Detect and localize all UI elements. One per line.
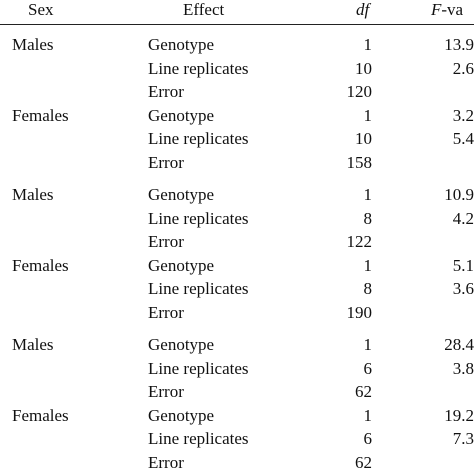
df-cell: 6 — [363, 429, 373, 449]
df-cell: 1 — [363, 405, 373, 425]
df-cell: 1 — [363, 105, 373, 125]
f-cell: 19.2 — [444, 405, 474, 425]
header-sex: Sex — [28, 0, 54, 19]
df-cell: 8 — [363, 208, 373, 228]
effect-cell: Line replicates — [148, 129, 249, 149]
sex-cell: Males — [12, 185, 54, 204]
header-df: df — [356, 0, 370, 19]
f-cell: 10.9 — [444, 185, 474, 204]
effect-cell: Line replicates — [148, 208, 249, 228]
df-cell: 10 — [355, 58, 372, 78]
f-cell: 3.2 — [452, 105, 474, 125]
sex-cell: Males — [12, 335, 54, 354]
effect-cell: Error — [148, 453, 184, 472]
df-cell: 1 — [363, 255, 373, 275]
effect-cell: Genotype — [148, 405, 215, 425]
effect-cell: Line replicates — [148, 429, 249, 449]
sex-cell: Females — [12, 405, 69, 425]
sex-cell: Females — [12, 255, 69, 275]
effect-cell: Genotype — [148, 335, 215, 354]
df-cell: 62 — [355, 453, 372, 472]
df-cell: 8 — [363, 279, 373, 299]
f-cell: 5.4 — [452, 129, 474, 149]
f-cell: 28.4 — [444, 335, 474, 354]
header-effect: Effect — [183, 0, 225, 19]
f-cell: 3.6 — [452, 279, 474, 299]
effect-cell: Genotype — [148, 105, 215, 125]
df-cell: 6 — [363, 358, 373, 378]
effect-cell: Error — [148, 82, 184, 102]
sex-cell: Males — [12, 35, 54, 54]
effect-cell: Genotype — [148, 255, 215, 275]
df-cell: 10 — [355, 129, 372, 149]
effect-cell: Genotype — [148, 35, 215, 54]
f-cell: 5.1 — [452, 255, 474, 275]
effect-cell: Line replicates — [148, 358, 249, 378]
f-cell: 2.6 — [452, 58, 474, 78]
header-f: F-va — [431, 0, 464, 19]
df-cell: 158 — [346, 153, 373, 172]
f-cell: 7.3 — [452, 429, 474, 449]
effect-cell: Line replicates — [148, 58, 249, 78]
effect-cell: Error — [148, 153, 184, 172]
effect-cell: Genotype — [148, 185, 215, 204]
df-cell: 1 — [363, 35, 373, 54]
df-cell: 1 — [363, 185, 373, 204]
f-cell: 13.9 — [444, 35, 474, 54]
effect-cell: Error — [148, 232, 184, 252]
effect-cell: Error — [148, 303, 184, 322]
f-cell: 4.2 — [452, 208, 474, 228]
df-cell: 190 — [346, 303, 373, 322]
sex-cell: Females — [12, 105, 69, 125]
df-cell: 62 — [355, 382, 372, 402]
header-rule — [0, 24, 474, 25]
effect-cell: Line replicates — [148, 279, 249, 299]
df-cell: 122 — [346, 232, 373, 252]
df-cell: 120 — [346, 82, 373, 102]
effect-cell: Error — [148, 382, 184, 402]
df-cell: 1 — [363, 335, 373, 354]
f-cell: 3.8 — [452, 358, 474, 378]
